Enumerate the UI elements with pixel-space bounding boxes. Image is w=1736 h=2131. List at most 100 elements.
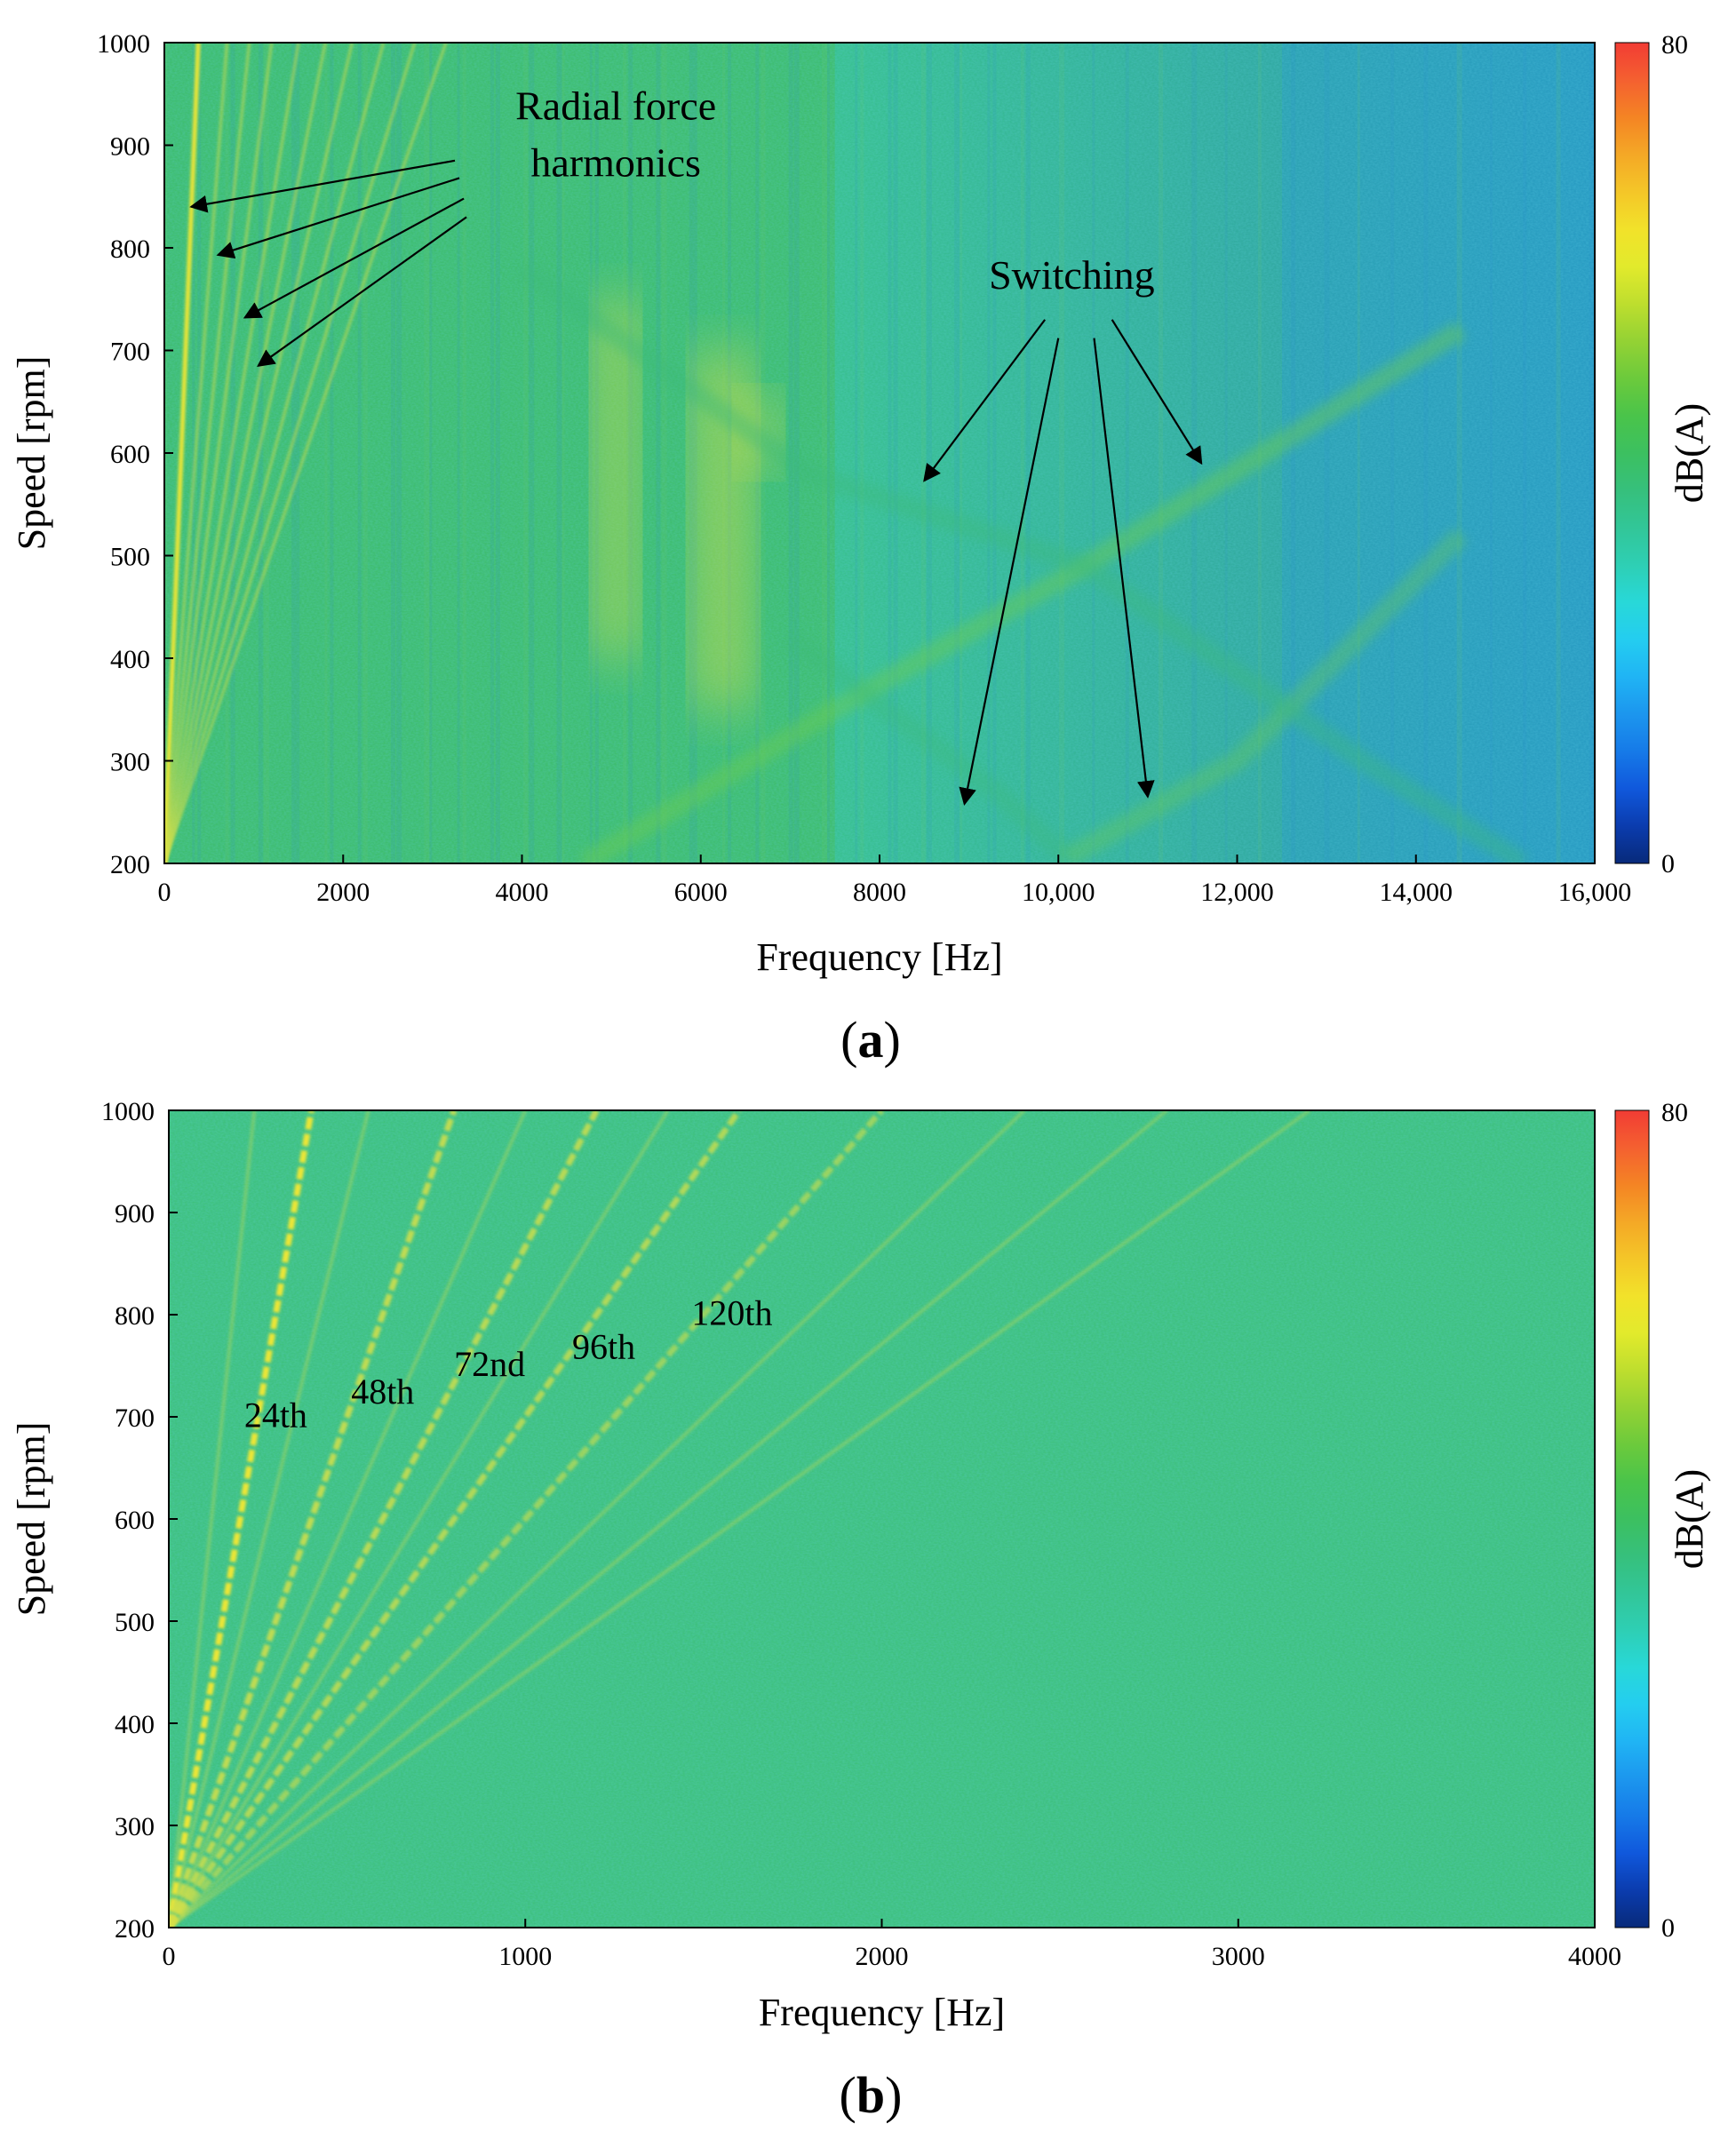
x-tick-label-a-3: 6000 xyxy=(674,878,728,907)
fan-line-a-0 xyxy=(164,43,228,863)
striation-a-55 xyxy=(556,43,562,863)
y-tick-label-b-4: 600 xyxy=(115,1506,155,1535)
striation-a-45 xyxy=(225,43,229,863)
striation-a-3 xyxy=(263,43,269,863)
y-tick-label-a-3: 500 xyxy=(110,543,150,572)
fan-line-b-1 xyxy=(169,1110,370,1928)
harmonic-label-0: 24th xyxy=(244,1395,307,1435)
heatmap-grain-a xyxy=(164,43,1595,863)
heatmap-b xyxy=(169,1110,1595,1928)
striation-a-53 xyxy=(490,43,494,863)
striation-a-8 xyxy=(429,43,433,863)
fan-line-b-4 xyxy=(169,1110,1026,1928)
ridge-b-0 xyxy=(169,1110,315,1928)
striation-a-64 xyxy=(855,43,858,863)
striation-a-28 xyxy=(1092,43,1095,863)
striation-a-1 xyxy=(197,43,202,863)
fan-line-a-7 xyxy=(164,43,417,863)
fan-line-a-2 xyxy=(164,43,274,863)
striation-a-5 xyxy=(330,43,334,863)
striation-a-12 xyxy=(561,43,565,863)
x-ticks-b: 0 1000 2000 3000 4000 xyxy=(163,1919,1621,1971)
panel-label-a: (a) xyxy=(840,1011,901,1069)
y-tick-label-b-6: 800 xyxy=(115,1301,155,1331)
striation-a-46 xyxy=(258,43,263,863)
annotation-arrow-switching-3 xyxy=(1093,338,1155,799)
y-tick-label-a-0: 200 xyxy=(110,850,150,879)
striation-a-35 xyxy=(1324,43,1330,863)
striation-a-43 xyxy=(1589,43,1595,863)
fan-line-a-8 xyxy=(164,43,448,863)
panel-a: 0 2000 4000 6000 8000 10,000 12,000 14,000 16,00… xyxy=(10,29,1711,1069)
annotation-arrow-radial-2 xyxy=(243,197,465,319)
panel-label-letter-a: a xyxy=(858,1011,884,1069)
y-ticks-b: 200 300 400 500 600 700 800 900 1000 xyxy=(101,1097,178,1944)
fan-line-a-1 xyxy=(164,43,251,863)
y-tick-label-b-1: 300 xyxy=(115,1812,155,1841)
colorbar-min-label-b: 0 xyxy=(1661,1913,1675,1943)
y-tick-label-b-7: 900 xyxy=(115,1199,155,1229)
striation-a-67 xyxy=(954,43,960,863)
striation-a-41 xyxy=(1523,43,1527,863)
striation-a-23 xyxy=(926,43,932,863)
striation-a-15 xyxy=(661,43,667,863)
striation-a-50 xyxy=(391,43,395,863)
annotation-arrow-radial-1 xyxy=(216,177,460,259)
annotations-a: Radial force harmonics Switching xyxy=(189,83,1203,806)
striation-a-19 xyxy=(793,43,800,863)
colorbar-gradient-a xyxy=(1614,42,1650,864)
striation-a-36 xyxy=(1357,43,1360,863)
ridge-a-5 xyxy=(516,260,1529,863)
striation-a-44 xyxy=(192,43,195,863)
fan-line-b-0 xyxy=(169,1110,257,1928)
striation-a-25 xyxy=(992,43,997,863)
harmonic-label-2: 72nd xyxy=(454,1344,525,1384)
ridge-a-4 xyxy=(1062,528,1468,863)
x-ticks-a: 0 2000 4000 6000 8000 10,000 12,000 14,000 16,00… xyxy=(158,855,1631,907)
fan-line-a-4 xyxy=(164,43,327,863)
colorbar-a: 80 0 dB(A) xyxy=(1614,30,1711,879)
ridge-b-4 xyxy=(169,1110,885,1928)
striation-a-32 xyxy=(1224,43,1228,863)
fan-line-b-2 xyxy=(169,1110,528,1928)
x-axis-label-a: Frequency [Hz] xyxy=(756,935,1002,979)
x-tick-label-a-0: 0 xyxy=(158,878,171,907)
striation-a-56 xyxy=(589,43,593,863)
harmonic-label-4: 120th xyxy=(691,1293,772,1333)
striation-a-10 xyxy=(496,43,500,863)
striation-a-34 xyxy=(1291,43,1296,863)
y-tick-label-a-1: 300 xyxy=(110,748,150,777)
striation-a-24 xyxy=(960,43,963,863)
striation-a-52 xyxy=(457,43,460,863)
annotation-radial-line-1: harmonics xyxy=(530,140,701,186)
harmonic-label-1: 48th xyxy=(351,1372,414,1411)
striation-a-20 xyxy=(827,43,830,863)
ridge-b-3 xyxy=(169,1110,742,1928)
annotation-arrow-switching-0 xyxy=(923,319,1047,482)
y-tick-label-a-5: 700 xyxy=(110,338,150,367)
fan-line-b-3 xyxy=(169,1110,670,1928)
y-tick-label-b-5: 700 xyxy=(115,1403,155,1433)
y-axis-label-b: Speed [rpm] xyxy=(10,1422,53,1617)
ridge-a-2 xyxy=(579,322,1466,863)
heatmap-a xyxy=(164,43,1595,863)
striation-a-42 xyxy=(1556,43,1561,863)
panel-label-letter-b: b xyxy=(856,2066,885,2124)
colorbar-min-label-a: 0 xyxy=(1661,849,1675,879)
fan-line-a-5 xyxy=(164,43,354,863)
hot-region-a-0 xyxy=(593,298,639,658)
striation-a-49 xyxy=(357,43,362,863)
x-tick-label-a-4: 8000 xyxy=(853,878,906,907)
x-tick-label-a-2: 4000 xyxy=(496,878,549,907)
striation-a-21 xyxy=(860,43,864,863)
x-tick-label-b-4: 4000 xyxy=(1568,1942,1621,1971)
annotation-arrow-radial-0 xyxy=(189,159,456,213)
colorbar-b: 80 0 dB(A) xyxy=(1614,1098,1711,1943)
ridge-a-3 xyxy=(784,630,1074,863)
panel-label-open-b: ( xyxy=(840,2066,856,2124)
y-tick-label-a-6: 800 xyxy=(110,235,150,264)
fan-line-a-3 xyxy=(164,43,300,863)
y-ticks-a: 200 300 400 500 600 700 800 900 1000 xyxy=(97,29,173,879)
panel-label-close-b: ) xyxy=(885,2066,902,2124)
